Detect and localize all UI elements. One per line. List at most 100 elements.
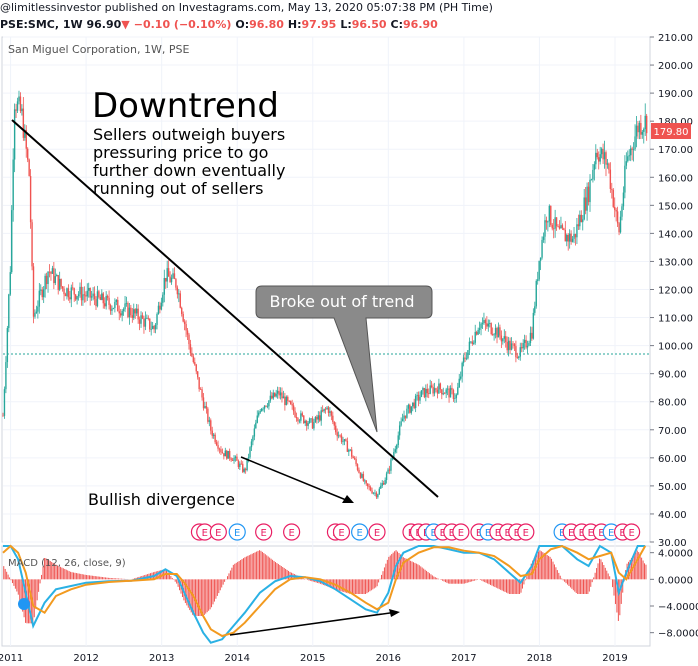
earnings-marker-label: E — [374, 528, 380, 539]
candle-body — [143, 318, 145, 327]
candle-body — [397, 435, 399, 446]
candle-body — [493, 334, 495, 336]
candle-body — [195, 364, 197, 372]
candle-body — [182, 314, 184, 322]
candle-body — [240, 463, 242, 465]
candle-body — [502, 338, 504, 342]
io-logo — [18, 598, 30, 610]
earnings-marker-label: E — [608, 528, 614, 539]
candle-body — [589, 179, 591, 203]
candle-body — [567, 234, 569, 242]
earnings-marker — [209, 523, 227, 541]
candle-body — [137, 308, 139, 320]
candle-body — [486, 323, 488, 327]
candle-body — [48, 271, 51, 273]
candle-body — [329, 411, 331, 413]
candle-body — [625, 161, 628, 166]
candle-body — [361, 474, 363, 478]
candle-body — [430, 385, 433, 387]
candle-body — [260, 408, 263, 411]
candle-body — [631, 148, 633, 150]
callout-text: Broke out of trend — [269, 292, 415, 311]
candle-body — [644, 115, 646, 130]
macd-lines — [2, 544, 647, 644]
candle-body — [13, 109, 16, 160]
candle-body — [541, 239, 543, 258]
candle-body — [471, 341, 474, 344]
candle-body — [452, 390, 455, 399]
candle-body — [163, 277, 165, 295]
candle-body — [314, 416, 317, 423]
candle-body — [548, 205, 551, 222]
candle-body — [227, 450, 229, 459]
candle-body — [173, 273, 176, 280]
candle-body — [571, 238, 574, 242]
candle-body — [130, 307, 132, 316]
candle-body — [284, 396, 286, 406]
y-tick-label: 50.00 — [658, 482, 687, 493]
candle-body — [285, 396, 288, 406]
candle-body — [128, 307, 131, 318]
candle-body — [269, 395, 272, 401]
candle-body — [294, 411, 296, 417]
candle-body — [96, 291, 99, 307]
candle-body — [74, 294, 77, 300]
candle-body — [505, 336, 507, 343]
candle-body — [586, 186, 588, 211]
candle-body — [24, 129, 26, 138]
candle-body — [326, 407, 328, 410]
candle-body — [319, 415, 321, 421]
candle-body — [332, 415, 334, 422]
earnings-marker-label: E — [495, 528, 501, 539]
candle-body — [281, 392, 283, 399]
candle-body — [364, 480, 366, 482]
candle-body — [459, 376, 462, 379]
y-tick-label: 170.00 — [658, 145, 693, 156]
candle-body — [433, 388, 436, 394]
open-value: 96.80 — [249, 18, 284, 31]
candle-body — [545, 220, 548, 223]
y-tick-label: 90.00 — [658, 370, 687, 381]
candle-body — [16, 101, 19, 111]
candle-body — [92, 293, 94, 297]
candle-body — [218, 448, 221, 450]
candle-body — [429, 385, 431, 394]
candle-body — [282, 396, 285, 399]
candle-body — [220, 449, 222, 453]
candle-body — [608, 163, 610, 170]
candle-body — [308, 418, 311, 424]
candle-body — [98, 291, 100, 297]
x-tick-label: 2011 — [0, 653, 23, 664]
candle-body — [385, 473, 388, 480]
candle-body — [95, 299, 97, 307]
candle-body — [144, 318, 147, 327]
candle-body — [303, 415, 305, 424]
candle-body — [72, 287, 74, 289]
candle-body — [467, 350, 469, 359]
candle-body — [211, 430, 213, 436]
candle-body — [125, 303, 128, 304]
earnings-marker — [351, 523, 369, 541]
y-tick-label: 150.00 — [658, 201, 693, 212]
candle-body — [496, 327, 498, 338]
candle-body — [417, 394, 420, 401]
candle-body — [70, 287, 72, 300]
candle-body — [619, 216, 622, 233]
candle-body — [61, 286, 64, 289]
candle-body — [353, 458, 356, 460]
candle-body — [621, 206, 623, 217]
candle-body — [464, 357, 466, 359]
candle-body — [519, 347, 521, 357]
candle-body — [316, 416, 318, 420]
candle-body — [628, 155, 630, 157]
candle-body — [400, 421, 402, 426]
candle-body — [576, 224, 578, 238]
candle-body — [151, 325, 154, 329]
candle-body — [348, 449, 350, 452]
candle-body — [515, 346, 517, 358]
candle-body — [307, 423, 309, 426]
divergence-macd-arrow — [229, 611, 398, 636]
candle-body — [336, 432, 338, 437]
candle-body — [510, 343, 513, 350]
